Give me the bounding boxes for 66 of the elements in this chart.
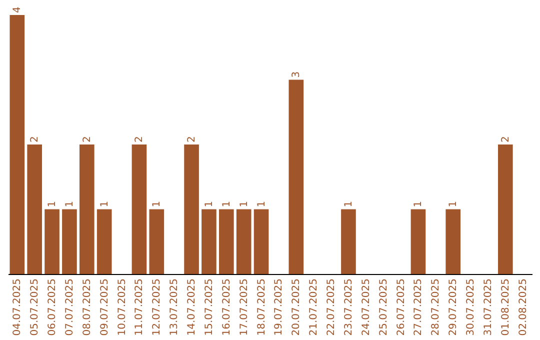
bar [10, 15, 25, 274]
data-label: 2 [186, 136, 198, 142]
x-tick-label: 01.08.2025 [500, 278, 512, 336]
data-label: 3 [291, 71, 302, 78]
data-label: 4 [12, 6, 24, 13]
x-tick-label: 06.07.2025 [47, 278, 58, 336]
bar [341, 209, 356, 274]
x-tick-label: 16.07.2025 [221, 278, 232, 336]
x-tick-label: 26.07.2025 [396, 278, 407, 336]
data-label: 2 [134, 136, 146, 142]
bar [44, 209, 60, 274]
data-label: 1 [47, 200, 58, 208]
bar [218, 209, 234, 274]
bar [288, 80, 304, 274]
data-label: 1 [413, 200, 424, 208]
x-tick-label: 24.07.2025 [360, 278, 372, 336]
bar [96, 209, 112, 274]
x-tick-label: 28.07.2025 [430, 278, 442, 336]
data-label: 2 [500, 136, 512, 142]
x-tick-label: 21.07.2025 [308, 278, 320, 336]
data-label: 1 [99, 200, 110, 208]
x-tick-label: 31.07.2025 [482, 278, 494, 336]
bar [27, 144, 42, 274]
x-tick-label: 30.07.2025 [466, 278, 477, 336]
x-tick-label: 11.07.2025 [134, 278, 146, 336]
x-tick-label: 09.07.2025 [99, 278, 110, 336]
x-tick-label: 18.07.2025 [256, 278, 268, 336]
data-label: 1 [64, 200, 76, 208]
data-label: 1 [221, 200, 232, 208]
data-label: 1 [238, 200, 250, 208]
bar [446, 209, 461, 274]
data-label: 1 [448, 200, 460, 208]
x-tick-label: 25.07.2025 [378, 278, 390, 336]
x-tick-label: 29.07.2025 [448, 278, 460, 336]
x-tick-label: 20.07.2025 [291, 278, 302, 336]
x-tick-label: 05.07.2025 [30, 278, 41, 336]
bar [132, 144, 147, 274]
x-tick-label: 08.07.2025 [82, 278, 93, 336]
x-tick-label: 12.07.2025 [152, 278, 163, 336]
data-label: 2 [30, 136, 41, 142]
data-label: 2 [82, 136, 93, 142]
x-tick-label: 02.08.2025 [518, 278, 529, 336]
x-tick-label: 14.07.2025 [186, 278, 198, 336]
data-label: 1 [343, 200, 354, 208]
bar [236, 209, 252, 274]
x-tick-label: 22.07.2025 [326, 278, 338, 336]
x-tick-label: 10.07.2025 [116, 278, 128, 336]
bar [202, 209, 216, 274]
x-tick-label: 13.07.2025 [169, 278, 180, 336]
data-label: 1 [152, 200, 163, 208]
data-label: 1 [204, 200, 215, 208]
x-tick-label: 19.07.2025 [274, 278, 285, 336]
x-tick-label: 04.07.2025 [12, 278, 24, 336]
bar [498, 144, 513, 274]
x-tick-label: 27.07.2025 [413, 278, 424, 336]
x-tick-label: 15.07.2025 [204, 278, 215, 336]
data-label: 1 [256, 200, 268, 208]
bar [62, 209, 77, 274]
x-tick-label: 23.07.2025 [343, 278, 354, 336]
bar [79, 144, 94, 274]
x-tick-label: 07.07.2025 [64, 278, 76, 336]
x-tick-label: 17.07.2025 [238, 278, 250, 336]
bar [184, 144, 199, 274]
bar [410, 209, 426, 274]
bar [254, 209, 269, 274]
bar [149, 209, 164, 274]
